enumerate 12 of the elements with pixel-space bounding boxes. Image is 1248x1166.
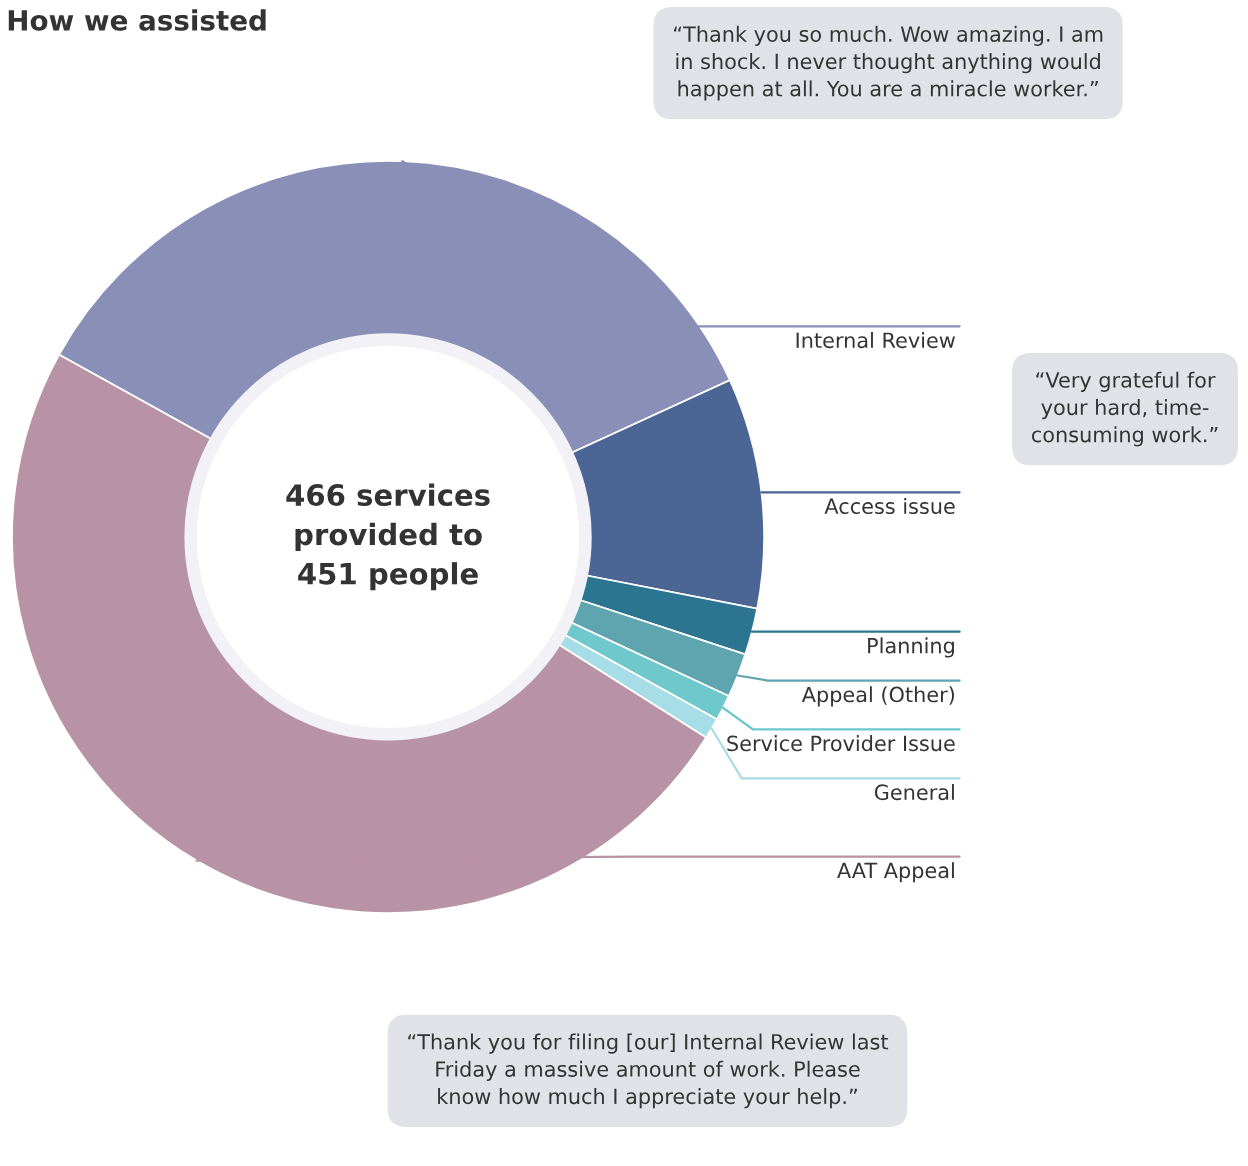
chart-title: How we assisted [8,9,266,31]
text: “Thank you for filing [our] Internal Review last Friday a massive amount of work. Please know how much I appreciate your help.” [408,1033,889,1109]
slice-label: Service Provider Issue [727,735,955,752]
slice-label: Planning [868,637,954,658]
slice-label: AAT Appeal [837,862,954,883]
slice-label: General [874,784,954,801]
slice-label: Internal Review [796,332,955,349]
text: “Thank you so much. Wow amazing. I am in shock. I never thought anything would happen at all. You are a miracle worker.” [674,25,1103,101]
slice-label: Appeal (Other) [801,686,955,707]
text: “Very grateful for your hard, time- consuming work.” [1031,371,1218,447]
slice-label: Access issue [824,497,955,515]
text: 466 services provided to 451 people [286,483,490,591]
